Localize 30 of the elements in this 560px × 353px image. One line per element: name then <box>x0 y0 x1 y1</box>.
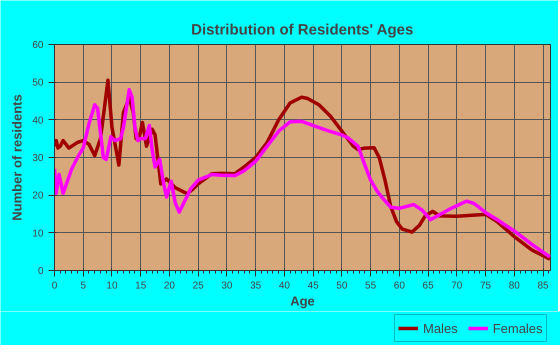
x-axis-title: Age <box>290 294 315 308</box>
y-tick-label: 40 <box>32 115 44 126</box>
x-tick-label: 30 <box>221 280 233 292</box>
legend-label: Females <box>492 320 543 336</box>
chart-title: Distribution of Residents' Ages <box>191 22 414 38</box>
y-tick-label: 30 <box>32 153 44 164</box>
x-tick-label: 65 <box>422 280 434 292</box>
x-tick-label: 45 <box>308 280 320 292</box>
legend-label: Males <box>423 320 458 336</box>
y-tick-label: 10 <box>32 228 44 240</box>
x-tick-label: 80 <box>508 280 520 292</box>
y-axis-title: Number of residents <box>9 94 24 221</box>
x-tick-label: 5 <box>80 280 86 292</box>
y-tick-label: 60 <box>32 40 44 51</box>
x-tick-label: 55 <box>365 280 377 292</box>
x-tick-label: 85 <box>537 280 550 292</box>
y-tick-label: 20 <box>32 190 44 202</box>
x-tick-label: 60 <box>394 280 406 292</box>
x-tick-label: 75 <box>480 280 492 292</box>
x-tick-label: 40 <box>278 280 290 292</box>
x-tick-label: 50 <box>336 280 348 292</box>
y-tick-label: 0 <box>38 266 44 277</box>
x-tick-label: 15 <box>135 280 147 292</box>
x-tick-label: 25 <box>192 280 204 292</box>
y-tick-label: 50 <box>32 78 44 89</box>
x-tick-label: 70 <box>451 280 463 292</box>
x-tick-label: 0 <box>52 280 58 292</box>
x-tick-label: 35 <box>250 280 262 292</box>
x-tick-label: 20 <box>164 280 176 292</box>
x-tick-label: 10 <box>106 280 118 292</box>
